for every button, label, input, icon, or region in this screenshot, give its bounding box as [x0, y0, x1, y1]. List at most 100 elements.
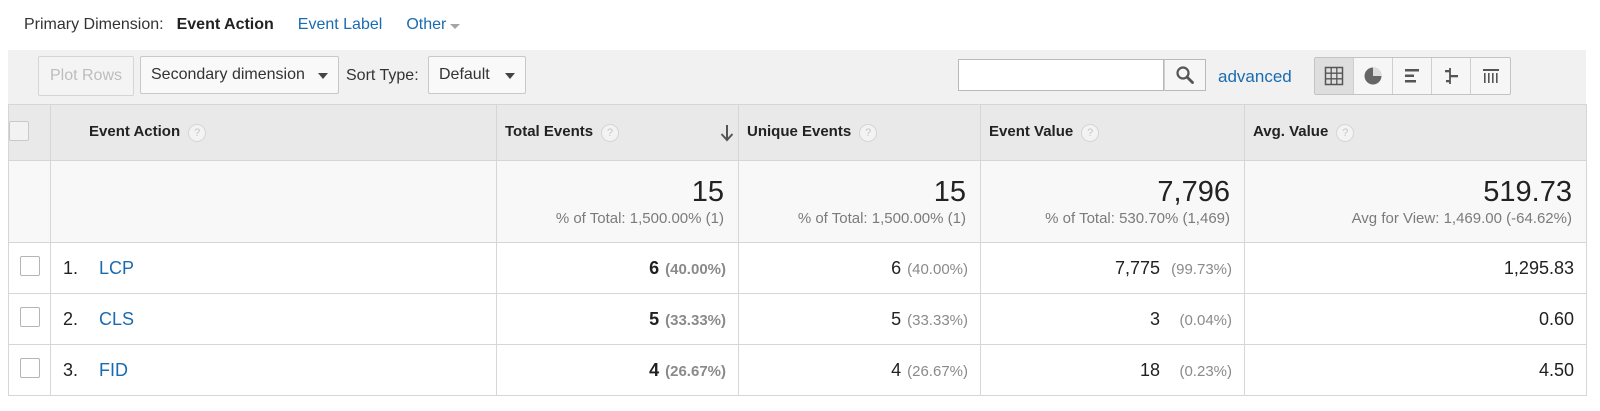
row-checkbox[interactable]: [19, 357, 40, 378]
report-panel: Primary Dimension: Event Action Event La…: [8, 0, 1587, 411]
event-value-cell: 7,775 (99.73%): [980, 242, 1245, 294]
table-row: 3. FID 4 (26.67%) 4 (26.67%) 18 (0.23%) 4.50: [8, 344, 1587, 396]
table-toolbar: Plot Rows Secondary dimension Sort Type:…: [8, 50, 1586, 105]
sort-type-value: Default: [439, 66, 490, 83]
header-event-value[interactable]: Event Value?: [980, 104, 1245, 161]
totals-value: 519.73: [1483, 175, 1572, 208]
table-icon: [1324, 66, 1344, 86]
sort-type-select[interactable]: Default: [428, 56, 526, 94]
unique-events-cell: 4 (26.67%): [738, 344, 981, 396]
view-pie-button[interactable]: [1354, 58, 1393, 94]
total-events-value: 4: [649, 359, 660, 380]
secondary-dimension-select[interactable]: Secondary dimension: [140, 56, 339, 94]
unique-events-pct: (33.33%): [907, 311, 968, 329]
totals-subtext: % of Total: 530.70% (1,469): [1045, 209, 1230, 227]
chevron-down-icon: [505, 73, 515, 79]
event-action-link[interactable]: FID: [99, 359, 128, 380]
avg-value-cell: 4.50: [1244, 344, 1587, 396]
unique-events-cell: 6 (40.00%): [738, 242, 981, 294]
event-value-pct: (0.04%): [1179, 311, 1232, 329]
pivot-icon: [1482, 69, 1499, 83]
totals-value: 7,796: [1157, 175, 1230, 208]
help-icon[interactable]: ?: [1336, 123, 1355, 142]
help-icon[interactable]: ?: [859, 123, 878, 142]
sort-type-label: Sort Type:: [346, 67, 419, 84]
totals-subtext: Avg for View: 1,469.00 (-64.62%): [1351, 209, 1572, 227]
totals-label-cell: [50, 160, 497, 243]
row-index: 3.: [63, 359, 79, 380]
row-select-cell: [8, 293, 51, 345]
header-unique-events[interactable]: Unique Events?: [738, 104, 981, 161]
header-event-action[interactable]: Event Action?: [50, 104, 497, 161]
view-comparison-button[interactable]: [1432, 58, 1471, 94]
row-index: 2.: [63, 308, 79, 329]
avg-value-cell: 0.60: [1244, 293, 1587, 345]
total-events-value: 5: [649, 308, 660, 329]
select-all-checkbox[interactable]: [9, 120, 29, 141]
table-search-input[interactable]: [958, 59, 1164, 91]
totals-unique-events: 15 % of Total: 1,500.00% (1): [738, 160, 981, 243]
view-table-button[interactable]: [1315, 58, 1354, 94]
primary-dimension-other[interactable]: Other: [406, 16, 461, 34]
search-button[interactable]: [1164, 59, 1206, 91]
header-event-value-label: Event Value: [989, 123, 1074, 141]
select-all-cell: [8, 104, 51, 161]
event-value-pct: (99.73%): [1171, 260, 1232, 278]
table-row: 1. LCP 6 (40.00%) 6 (40.00%) 7,775 (99.73%) …: [8, 242, 1587, 294]
row-checkbox[interactable]: [19, 306, 40, 327]
event-action-cell: 2. CLS: [50, 293, 497, 345]
header-total-events-label: Total Events: [505, 123, 594, 141]
event-action-link[interactable]: LCP: [99, 257, 135, 278]
help-icon[interactable]: ?: [601, 123, 620, 142]
unique-events-cell: 5 (33.33%): [738, 293, 981, 345]
event-action-cell: 1. LCP: [50, 242, 497, 294]
total-events-pct: (40.00%): [665, 260, 726, 278]
totals-total-events: 15 % of Total: 1,500.00% (1): [496, 160, 739, 243]
bar-icon: [1405, 69, 1419, 83]
secondary-dimension-label: Secondary dimension: [151, 66, 305, 83]
search-icon: [1176, 66, 1194, 84]
row-select-cell: [8, 242, 51, 294]
primary-dimension-label: Primary Dimension:: [24, 16, 164, 33]
unique-events-value: 4: [891, 359, 902, 380]
primary-dimension-event-action[interactable]: Event Action: [176, 16, 274, 33]
event-value-pct: (0.23%): [1179, 362, 1232, 380]
row-checkbox[interactable]: [19, 255, 40, 276]
totals-event-value: 7,796 % of Total: 530.70% (1,469): [980, 160, 1245, 243]
avg-value-cell: 1,295.83: [1244, 242, 1587, 294]
total-events-value: 6: [649, 257, 660, 278]
totals-value: 15: [691, 175, 724, 208]
total-events-cell: 4 (26.67%): [496, 344, 739, 396]
view-bar-button[interactable]: [1393, 58, 1432, 94]
advanced-filter-link[interactable]: advanced: [1218, 67, 1292, 86]
primary-dimension-event-label[interactable]: Event Label: [297, 16, 383, 33]
header-event-action-label: Event Action: [89, 123, 181, 141]
event-action-link[interactable]: CLS: [99, 308, 135, 329]
report-table: Event Action? Total Events? Unique Event…: [8, 104, 1587, 396]
header-avg-value[interactable]: Avg. Value?: [1244, 104, 1587, 161]
unique-events-pct: (40.00%): [907, 260, 968, 278]
total-events-cell: 6 (40.00%): [496, 242, 739, 294]
header-total-events[interactable]: Total Events?: [496, 104, 739, 161]
total-events-pct: (26.67%): [665, 362, 726, 380]
table-row: 2. CLS 5 (33.33%) 5 (33.33%) 3 (0.04%) 0.60: [8, 293, 1587, 345]
comparison-icon: [1445, 68, 1458, 84]
totals-value: 15: [933, 175, 966, 208]
unique-events-value: 5: [891, 308, 902, 329]
event-value-cell: 3 (0.04%): [980, 293, 1245, 345]
totals-empty-cell: [8, 160, 51, 243]
primary-dimension-bar: Primary Dimension: Event Action Event La…: [8, 0, 1586, 51]
help-icon[interactable]: ?: [188, 123, 207, 142]
chevron-down-icon: [450, 23, 461, 29]
totals-subtext: % of Total: 1,500.00% (1): [797, 209, 966, 227]
header-avg-value-label: Avg. Value: [1253, 123, 1329, 141]
totals-row: 15 % of Total: 1,500.00% (1) 15 % of Tot…: [8, 160, 1587, 243]
totals-subtext: % of Total: 1,500.00% (1): [555, 209, 724, 227]
help-icon[interactable]: ?: [1081, 123, 1100, 142]
plot-rows-button[interactable]: Plot Rows: [38, 56, 134, 96]
row-index: 1.: [63, 257, 79, 278]
table-header-row: Event Action? Total Events? Unique Event…: [8, 104, 1587, 161]
view-pivot-button[interactable]: [1471, 58, 1510, 94]
totals-avg-value: 519.73 Avg for View: 1,469.00 (-64.62%): [1244, 160, 1587, 243]
chevron-down-icon: [318, 73, 328, 79]
